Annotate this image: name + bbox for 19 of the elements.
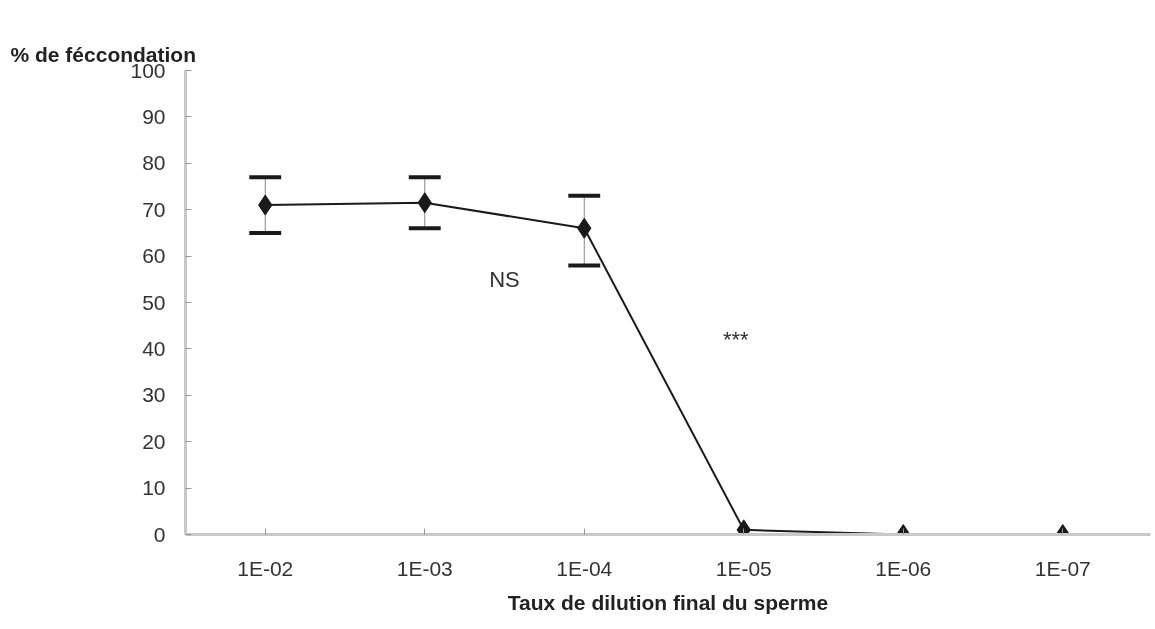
x-tick-label: 1E-07 (1034, 556, 1091, 580)
x-tick-label: 1E-06 (875, 556, 932, 580)
y-tick-label: 80 (142, 151, 166, 175)
annotation: *** (722, 327, 750, 353)
annotation: NS (489, 266, 520, 292)
y-tick-label: 50 (142, 290, 166, 314)
x-axis-title: Taux de dilution final du sperme (507, 590, 829, 614)
y-tick-label: 0 (153, 522, 166, 546)
y-tick-label: 70 (142, 197, 166, 221)
y-tick-label: 30 (142, 383, 166, 407)
y-tick-label: 10 (142, 476, 166, 500)
y-tick-label: 60 (142, 244, 166, 268)
x-tick-label: 1E-02 (237, 556, 294, 580)
y-tick-label: 20 (142, 429, 166, 453)
y-tick-label: 40 (142, 336, 166, 360)
y-tick-label: 90 (142, 104, 166, 128)
x-tick-label: 1E-03 (396, 556, 453, 580)
x-tick-label: 1E-05 (715, 556, 772, 580)
x-tick-label: 1E-04 (556, 556, 613, 580)
